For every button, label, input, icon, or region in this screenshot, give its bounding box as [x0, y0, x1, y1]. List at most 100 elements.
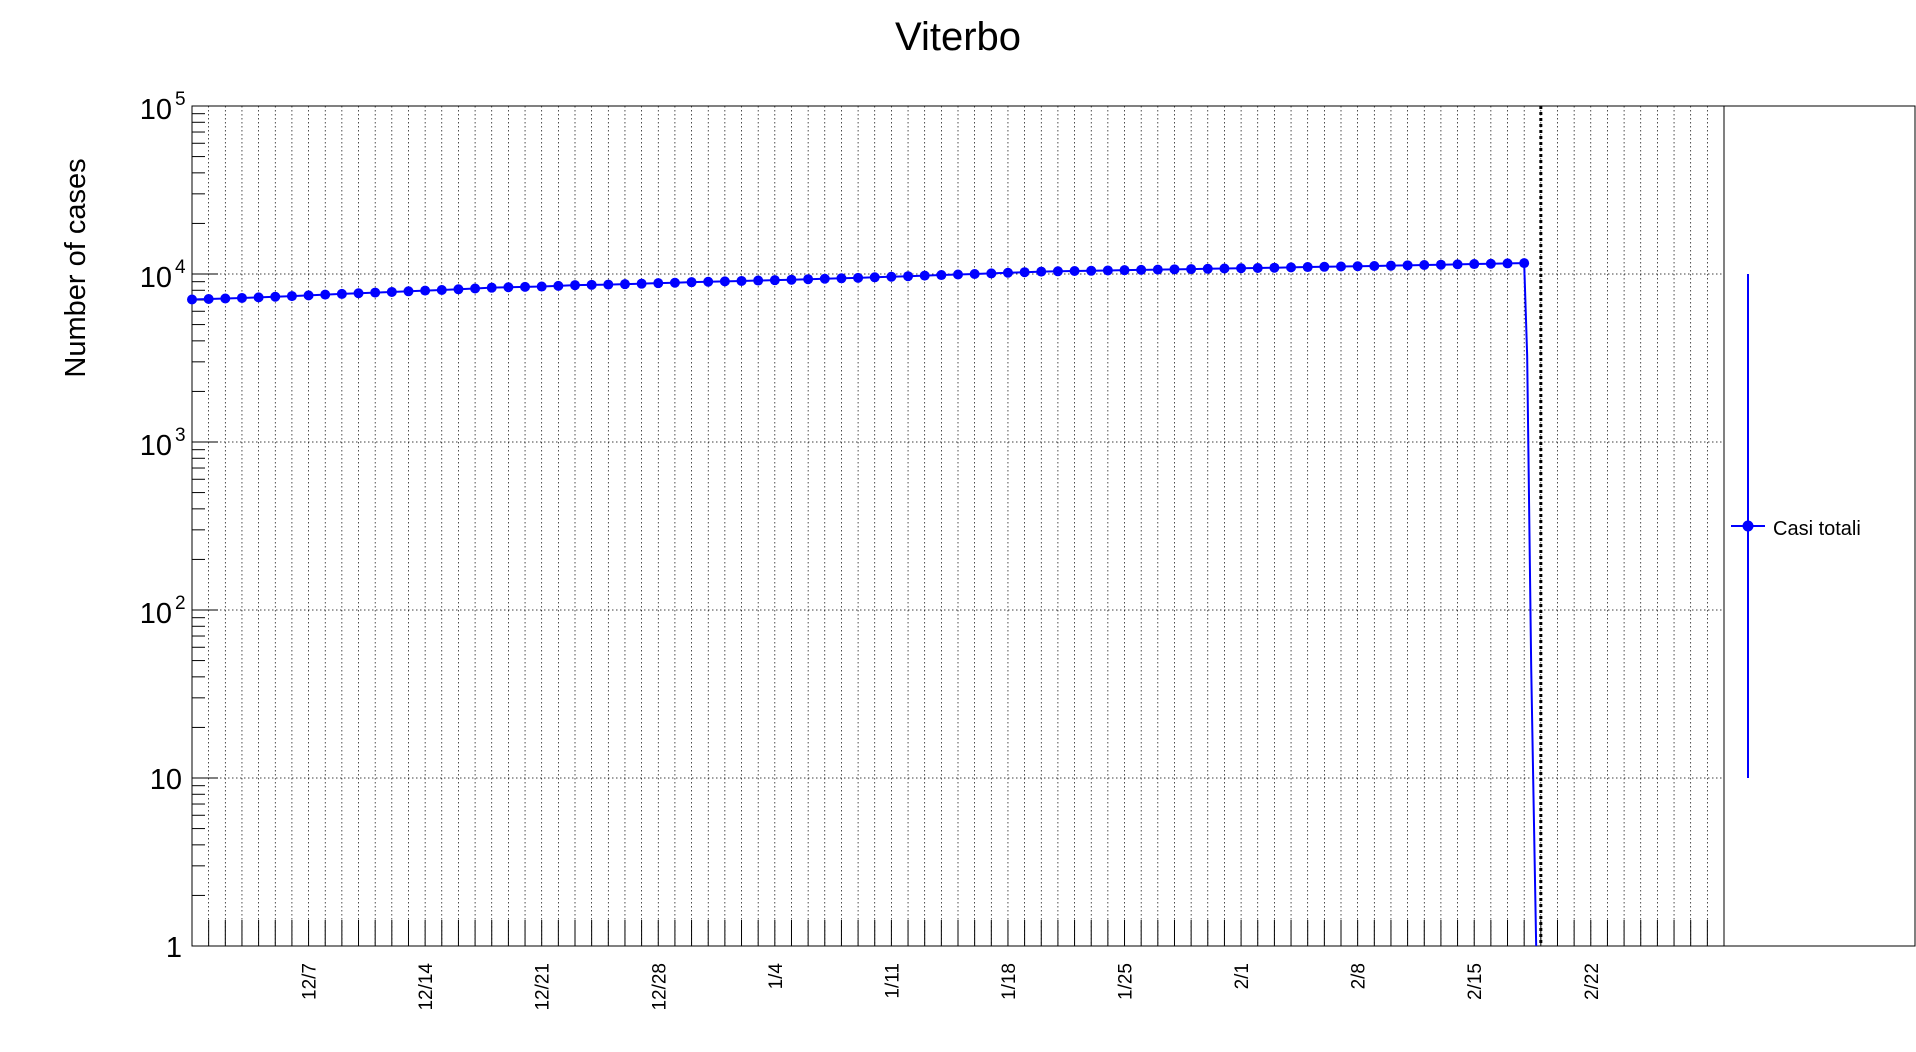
data-point — [903, 271, 914, 282]
data-point — [253, 292, 264, 303]
data-point — [1519, 258, 1530, 269]
legend-label: Casi totali — [1773, 518, 1861, 540]
y-tick-label-exponent: 4 — [175, 257, 186, 278]
data-point — [1286, 262, 1297, 273]
x-tick-label: 1/18 — [999, 963, 1020, 1000]
x-tick-label: 12/14 — [416, 963, 437, 1011]
data-point — [270, 291, 281, 302]
data-point — [1219, 263, 1230, 274]
data-point — [1036, 266, 1047, 277]
data-point — [986, 268, 997, 279]
data-point — [686, 277, 697, 288]
data-point — [786, 274, 797, 285]
data-point — [403, 286, 414, 297]
data-point — [1019, 267, 1030, 278]
data-point — [436, 285, 447, 296]
data-point — [187, 294, 197, 305]
data-point — [1269, 262, 1280, 273]
data-point — [1236, 263, 1247, 274]
data-point — [503, 282, 514, 293]
data-point — [869, 272, 880, 283]
data-point — [719, 276, 730, 287]
data-point — [619, 279, 630, 290]
x-tick-label: 2/8 — [1349, 963, 1370, 989]
x-tick-label: 2/1 — [1232, 963, 1253, 989]
data-point — [1385, 260, 1396, 271]
data-point — [919, 270, 930, 281]
data-point — [520, 281, 531, 292]
y-axis-label: Number of cases — [60, 158, 92, 377]
legend: Casi totali — [1723, 105, 1916, 947]
data-point — [853, 272, 864, 283]
data-point — [220, 293, 231, 304]
data-point — [1136, 264, 1147, 275]
data-point — [1202, 263, 1213, 274]
data-point — [819, 273, 830, 284]
x-tick-label: 12/7 — [300, 963, 321, 1000]
data-point — [1069, 265, 1080, 276]
x-tick-label: 1/25 — [1116, 963, 1137, 1000]
data-point — [203, 293, 214, 304]
data-point — [536, 281, 547, 292]
data-point — [286, 291, 297, 302]
legend-marker — [1742, 520, 1754, 532]
data-point — [703, 276, 714, 287]
y-tick-label: 1 — [166, 932, 182, 964]
data-point — [1402, 260, 1413, 271]
data-point — [1502, 258, 1513, 269]
x-tick-label: 2/15 — [1465, 963, 1486, 1000]
y-tick-label: 10 2 — [140, 593, 186, 630]
y-tick-label-exponent: 3 — [175, 425, 186, 446]
data-point — [803, 274, 814, 285]
x-tick-label: 1/4 — [766, 963, 787, 990]
x-tick-label: 12/21 — [533, 963, 554, 1011]
data-point — [1435, 259, 1446, 270]
data-point — [320, 289, 331, 300]
data-point — [453, 284, 464, 295]
data-point — [669, 277, 680, 288]
data-point — [1252, 262, 1263, 273]
data-point — [1319, 261, 1330, 272]
data-point — [1052, 266, 1063, 277]
chart-title: Viterbo — [895, 15, 1021, 59]
data-point — [1169, 264, 1180, 275]
data-point — [1152, 264, 1163, 275]
x-tick-label: 2/22 — [1582, 963, 1603, 1000]
data-point — [586, 279, 597, 290]
data-point — [1336, 261, 1346, 272]
y-tick-label: 10 — [150, 764, 182, 796]
data-point — [336, 288, 347, 299]
y-tick-label-base: 10 — [140, 598, 172, 630]
series-casi-totali — [187, 258, 1538, 947]
y-tick-label-exponent: 5 — [175, 89, 186, 110]
y-tick-label: 10 3 — [140, 425, 186, 462]
data-point — [936, 270, 947, 281]
axis-ticks — [192, 105, 1708, 947]
data-point — [886, 271, 897, 282]
data-point — [1119, 265, 1130, 276]
data-point — [1419, 260, 1430, 271]
x-tick-labels: 12/7 12/14 12/21 12/28 1/4 1/11 1/18 1/25 2/1 2/8… — [300, 963, 1603, 1011]
y-tick-label-base: 10 — [140, 430, 172, 462]
data-point — [1469, 259, 1480, 270]
data-point — [953, 269, 963, 280]
data-point — [1302, 262, 1313, 273]
data-point — [753, 275, 764, 286]
data-point — [553, 280, 564, 291]
data-point — [736, 275, 747, 286]
x-tick-label: 12/28 — [649, 963, 670, 1011]
data-point — [236, 292, 247, 303]
data-point — [769, 275, 780, 286]
data-point — [636, 278, 647, 289]
data-point — [570, 280, 580, 291]
data-point — [1186, 264, 1197, 275]
data-point — [653, 278, 664, 289]
data-point — [969, 269, 980, 279]
y-tick-label-base: 10 — [150, 764, 182, 796]
data-point — [470, 283, 481, 294]
data-point — [1369, 260, 1380, 271]
data-point — [603, 279, 614, 290]
data-point — [836, 273, 847, 284]
